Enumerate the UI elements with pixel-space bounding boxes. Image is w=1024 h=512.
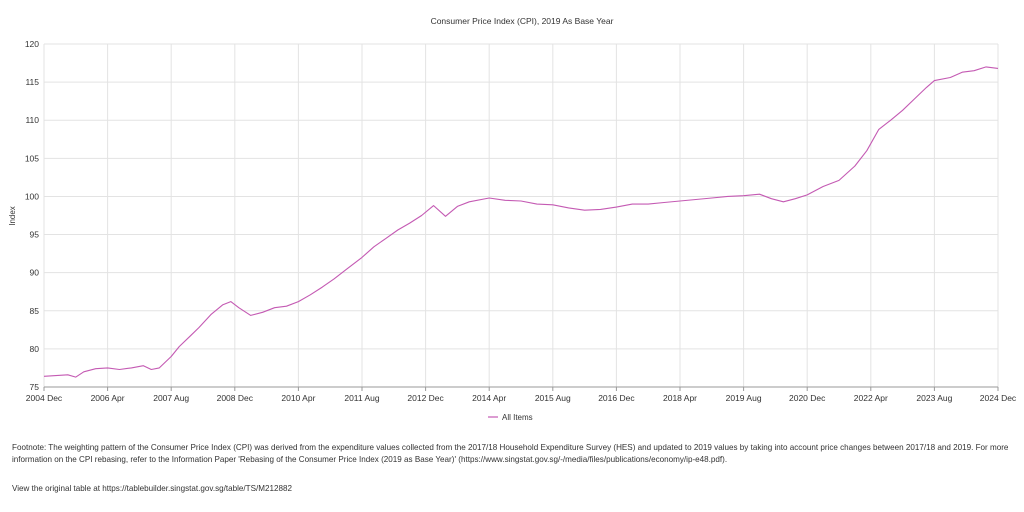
x-tick-label: 2011 Aug xyxy=(344,393,380,403)
x-tick-label: 2008 Dec xyxy=(217,393,254,403)
x-tick-label: 2006 Apr xyxy=(91,393,125,403)
x-tick-label: 2019 Aug xyxy=(726,393,762,403)
y-tick-label: 85 xyxy=(30,306,40,316)
x-tick-label: 2012 Dec xyxy=(407,393,444,403)
y-tick-label: 115 xyxy=(25,77,39,87)
x-tick-label: 2010 Apr xyxy=(281,393,315,403)
x-tick-label: 2015 Aug xyxy=(535,393,571,403)
x-tick-label: 2023 Aug xyxy=(916,393,952,403)
x-tick-label: 2004 Dec xyxy=(26,393,63,403)
series-layer xyxy=(43,66,999,378)
x-tick-label: 2016 Dec xyxy=(598,393,635,403)
series-line-all-items xyxy=(43,66,999,378)
y-tick-label: 120 xyxy=(25,39,39,49)
x-tick-label: 2020 Dec xyxy=(789,393,826,403)
x-tick-label: 2024 Dec xyxy=(980,393,1017,403)
legend[interactable]: All Items xyxy=(488,413,533,422)
x-tick-label: 2018 Apr xyxy=(663,393,697,403)
chart-title: Consumer Price Index (CPI), 2019 As Base… xyxy=(431,16,614,26)
x-tick-label: 2007 Aug xyxy=(153,393,189,403)
y-tick-label: 110 xyxy=(25,115,39,125)
source-note: View the original table at https://table… xyxy=(12,484,293,493)
axis-ticks: 75 80 85 90 95 100 105 110 115 120 2004 Dec 2006 Ap… xyxy=(25,39,1017,403)
y-tick-label: 90 xyxy=(30,268,40,278)
x-tick-label: 2022 Apr xyxy=(854,393,888,403)
y-tick-label: 105 xyxy=(25,153,39,163)
x-tick-label: 2014 Apr xyxy=(472,393,506,403)
grid xyxy=(43,43,999,388)
y-tick-label: 95 xyxy=(30,230,40,240)
y-tick-label: 75 xyxy=(30,382,40,392)
y-tick-label: 100 xyxy=(25,191,39,201)
footnote: Footnote: The weighting pattern of the C… xyxy=(12,443,1009,464)
line-chart: Consumer Price Index (CPI), 2019 As Base… xyxy=(8,16,1017,422)
y-tick-label: 80 xyxy=(30,344,40,354)
y-axis-label: Index xyxy=(8,206,17,226)
legend-label: All Items xyxy=(502,413,533,422)
